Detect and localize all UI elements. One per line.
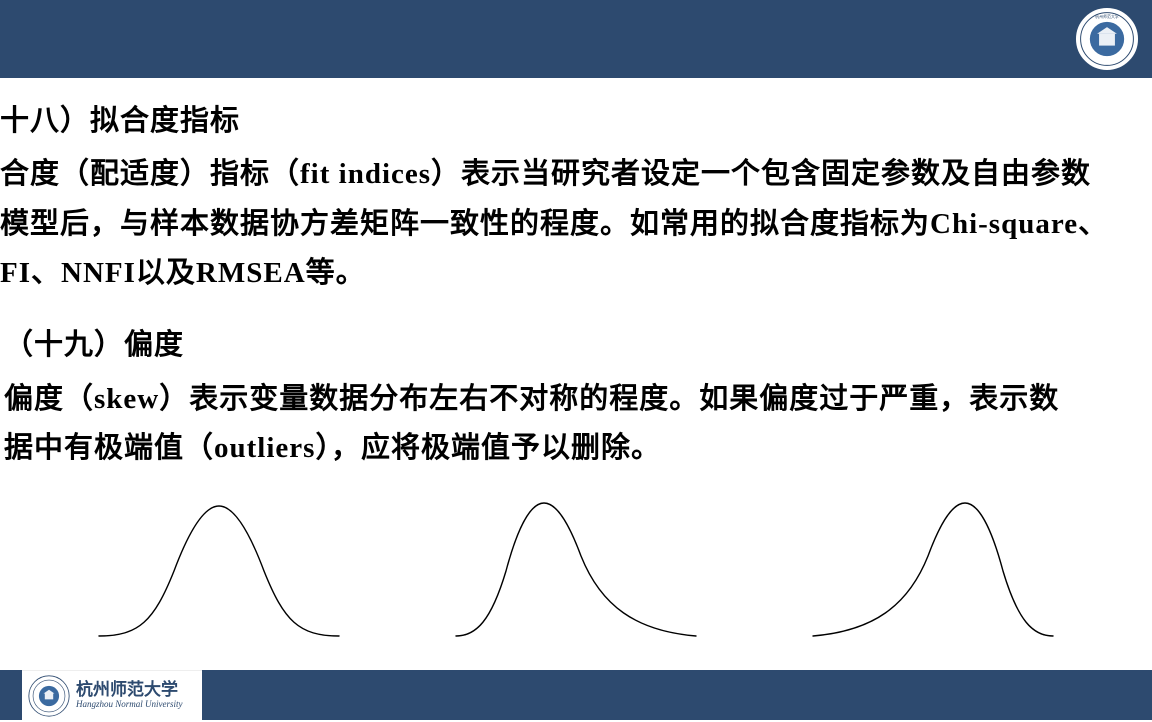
term-fi-nnfi: FI、NNFI xyxy=(0,257,136,289)
text: ）表示变量数据分布左右不对称的程度。如果偏度过于严重，表示数 xyxy=(159,383,1059,415)
term-fit-indices: fit indices xyxy=(300,158,431,190)
text: 等。 xyxy=(306,257,366,289)
university-logo-bottom xyxy=(28,675,70,717)
distribution-chart-1: 右偏分布 xyxy=(436,491,716,700)
text: 、 xyxy=(1078,208,1108,240)
distribution-curve-svg xyxy=(436,491,716,651)
footer-bar: 杭州师范大学 Hangzhou Normal University xyxy=(0,670,1152,720)
slide-content: 十八）拟合度指标 合度（配适度）指标（fit indices）表示当研究者设定一… xyxy=(0,78,1152,700)
text: 模型后，与样本数据协方差矩阵一致性的程度。如常用的拟合度指标为 xyxy=(0,208,930,240)
footer-logo-block: 杭州师范大学 Hangzhou Normal University xyxy=(22,670,202,720)
header-bar: 杭州师范大学 xyxy=(0,0,1152,78)
footer-fill xyxy=(202,670,1152,720)
section-19-heading: （十九）偏度 xyxy=(0,322,1152,368)
section-18-body: 合度（配适度）指标（fit indices）表示当研究者设定一个包含固定参数及自… xyxy=(0,150,1152,298)
section-19-body: 偏度（skew）表示变量数据分布左右不对称的程度。如果偏度过于严重，表示数 据中… xyxy=(0,375,1152,474)
distribution-curve-svg xyxy=(793,491,1073,651)
text: 合度（配适度）指标（ xyxy=(0,158,300,190)
text: 偏度（ xyxy=(4,383,94,415)
section-18-heading: 十八）拟合度指标 xyxy=(0,98,1152,144)
text: ），应将极端值予以删除。 xyxy=(315,432,661,464)
term-skew: skew xyxy=(94,383,159,415)
distribution-chart-2: 左偏分布 xyxy=(793,491,1073,700)
distribution-chart-0: 正态分布 xyxy=(79,491,359,700)
term-outliers: outliers xyxy=(214,432,315,464)
university-logo-top: 杭州师范大学 xyxy=(1074,6,1140,72)
distribution-curve-svg xyxy=(79,491,359,651)
text: 以及 xyxy=(136,257,196,289)
svg-text:杭州师范大学: 杭州师范大学 xyxy=(1095,14,1119,19)
term-chi-square: Chi-square xyxy=(930,208,1078,240)
footer-accent-left xyxy=(0,670,22,720)
uni-name-cn: 杭州师范大学 xyxy=(76,681,183,700)
text: 据中有极端值（ xyxy=(4,432,214,464)
distribution-charts-row: 正态分布右偏分布左偏分布 xyxy=(0,491,1152,700)
text: ）表示当研究者设定一个包含固定参数及自由参数 xyxy=(431,158,1091,190)
term-rmsea: RMSEA xyxy=(196,257,306,289)
uni-name-en: Hangzhou Normal University xyxy=(76,700,183,710)
footer-university-name: 杭州师范大学 Hangzhou Normal University xyxy=(76,681,183,710)
